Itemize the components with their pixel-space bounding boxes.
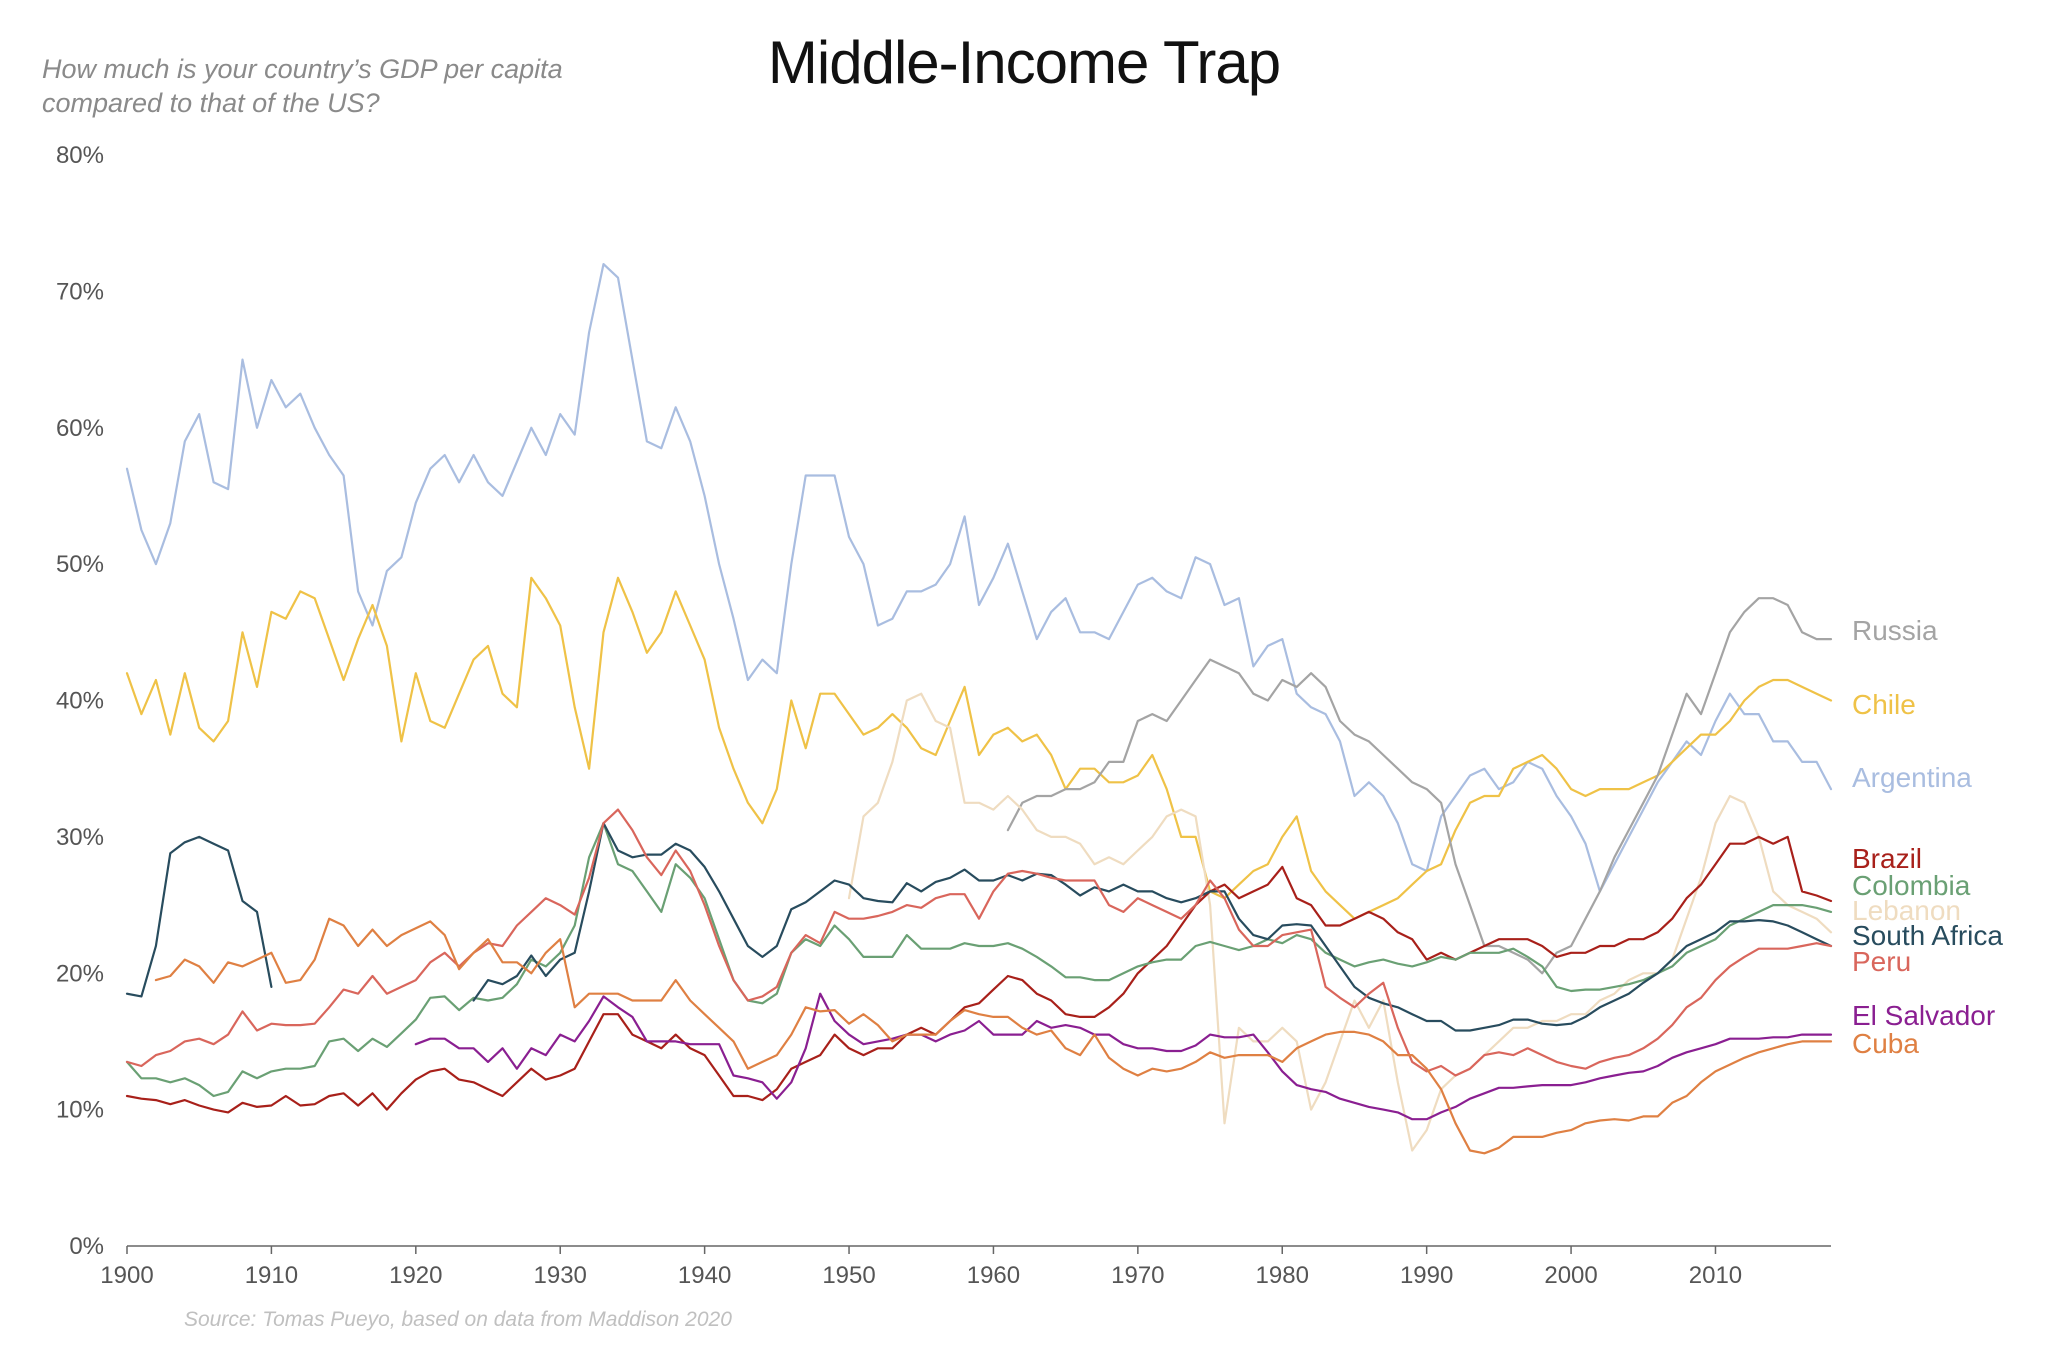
x-tick-label: 1910 [245, 1262, 298, 1289]
series-line-el-salvador [414, 992, 1833, 1121]
x-tick-label: 1900 [100, 1262, 153, 1289]
x-tick-label: 1950 [822, 1262, 875, 1289]
series-label-brazil: Brazil [1852, 843, 1922, 874]
y-tick-label: 80% [56, 142, 104, 169]
x-tick-label: 1940 [678, 1262, 731, 1289]
x-tick-label: 1920 [389, 1262, 442, 1289]
axes: 1900 1910 1920 1930 1940 1950 1960 1970 1980 1990… [56, 142, 1831, 1289]
y-tick-label: 0% [69, 1233, 104, 1260]
series-line-russia [1006, 597, 1833, 975]
series-line-chile [125, 576, 1833, 920]
series-label-colombia: Colombia [1852, 870, 1971, 901]
x-tick-label: 2000 [1544, 1262, 1597, 1289]
series-line-peru [125, 808, 1833, 1077]
series-line-argentina [125, 263, 1833, 893]
x-tick-label: 1970 [1111, 1262, 1164, 1289]
series-label-argentina: Argentina [1852, 762, 1972, 793]
y-tick-label: 40% [56, 688, 104, 715]
series-lines [125, 263, 1833, 1155]
source-note: Source: Tomas Pueyo, based on data from … [184, 1308, 732, 1331]
series-label-el-salvador: El Salvador [1852, 1000, 1995, 1031]
y-tick-label: 50% [56, 551, 104, 578]
series-labels: Argentina Chile Russia Lebanon BrazilColombi… [1852, 615, 2003, 1059]
y-tick-label: 20% [56, 960, 104, 987]
series-line-cuba [154, 917, 1833, 1155]
chart-title: Middle-Income Trap [767, 29, 1281, 96]
chart-subtitle: How much is your country’s GDP per capit… [42, 54, 563, 118]
x-tick-label: 1980 [1256, 1262, 1309, 1289]
series-line-south-africa [125, 822, 1833, 1032]
series-line-brazil [125, 835, 1833, 1114]
x-tick-label: 2010 [1689, 1262, 1742, 1289]
y-tick-label: 60% [56, 415, 104, 442]
series-label-chile: Chile [1852, 689, 1916, 720]
series-line-lebanon [847, 692, 1833, 1152]
y-tick-label: 30% [56, 824, 104, 851]
series-label-south-africa: South Africa [1852, 920, 2003, 951]
y-tick-label: 70% [56, 278, 104, 305]
series-label-cuba: Cuba [1852, 1028, 1919, 1059]
y-tick-label: 10% [56, 1097, 104, 1124]
x-tick-label: 1930 [534, 1262, 587, 1289]
series-label-lebanon: Lebanon [1852, 895, 1961, 926]
x-tick-label: 1990 [1400, 1262, 1453, 1289]
series-line-colombia [125, 822, 1833, 1098]
x-tick-label: 1960 [967, 1262, 1020, 1289]
series-label-russia: Russia [1852, 615, 1938, 646]
series-label-peru: Peru [1852, 946, 1911, 977]
